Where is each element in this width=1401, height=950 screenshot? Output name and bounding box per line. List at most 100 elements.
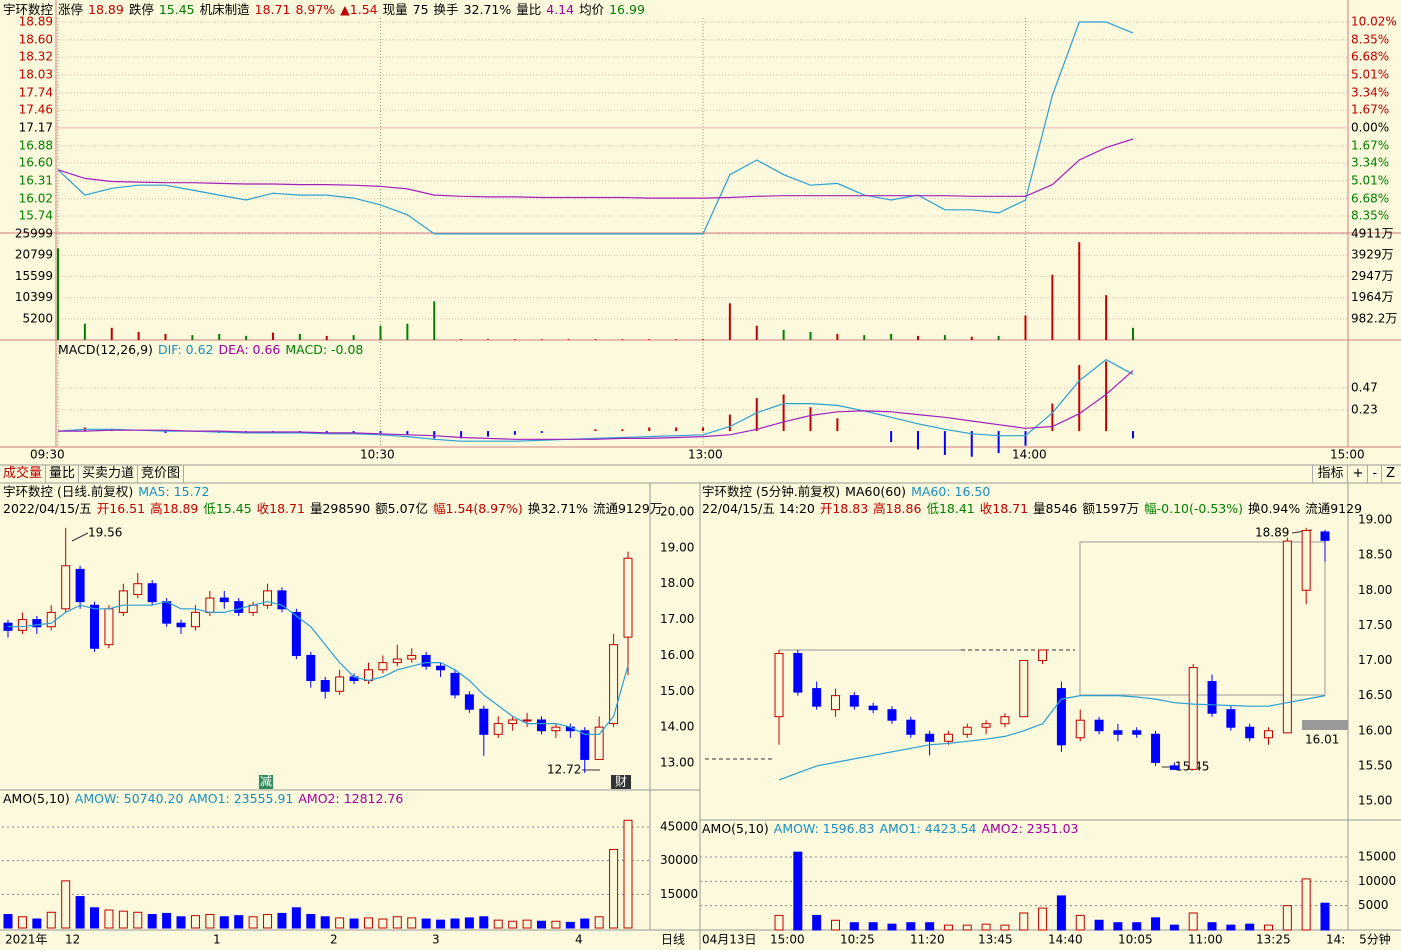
macd-tick-label: 0.47 <box>1351 381 1378 395</box>
quote-volume-ratio: 4.14 <box>546 2 575 17</box>
marker-box <box>611 775 631 789</box>
candle-body <box>335 676 345 692</box>
marker-label: 财 <box>615 775 627 789</box>
candle-body <box>75 568 85 603</box>
candle-body <box>1019 660 1029 718</box>
candle-body <box>830 695 840 711</box>
amo-bar <box>493 919 503 929</box>
amo-bar <box>277 912 287 929</box>
amo-bar <box>1264 924 1274 931</box>
info-item: 高18.89 <box>150 501 199 516</box>
candle-body <box>277 590 287 610</box>
pct-tick-label: 8.35% <box>1351 209 1389 223</box>
info-item: 低18.41 <box>926 501 975 516</box>
amo-bar <box>118 910 128 929</box>
amo-bar <box>291 907 301 929</box>
info-item: 流通9129万 <box>592 501 663 516</box>
tool-button[interactable]: 指标 <box>1312 465 1347 483</box>
amo-tick-label: 30000 <box>660 853 698 867</box>
price-tick-label: 17.00 <box>660 612 694 626</box>
high-label: 18.89 <box>1255 526 1289 540</box>
x-label: 2 <box>330 933 338 947</box>
tab[interactable]: 成交量 <box>0 465 47 483</box>
pct-tick-label: 5.01% <box>1351 67 1389 81</box>
macd-title: MACD(12,26,9) <box>58 342 153 357</box>
tab[interactable]: 买卖力道 <box>79 465 139 483</box>
tool-button[interactable]: + <box>1347 465 1367 483</box>
amo-bar <box>522 919 532 929</box>
price-tick-label: 18.32 <box>19 50 53 64</box>
candle-body <box>1151 733 1161 763</box>
price-line <box>57 21 1134 235</box>
amo-bar <box>1056 895 1066 931</box>
amo-bar <box>349 918 359 929</box>
x-label: 04月13日 <box>702 933 757 947</box>
amo-bar <box>75 896 85 929</box>
tool-button[interactable]: Z <box>1381 465 1399 483</box>
candle-body <box>1207 681 1217 714</box>
candle-body <box>436 665 446 671</box>
tool-button[interactable]: - <box>1367 465 1381 483</box>
tab[interactable]: 竞价图 <box>138 465 185 483</box>
ma-label: MA60: 16.50 <box>911 484 991 499</box>
volume-amount-label: 982.2万 <box>1351 311 1397 325</box>
quote-price: 18.71 <box>254 2 291 17</box>
candle-body <box>594 726 604 760</box>
price-tick-label: 17.46 <box>19 103 53 117</box>
candle-body <box>1245 726 1255 739</box>
candle-body <box>176 622 186 628</box>
info-item: 量8546 <box>1033 501 1078 516</box>
candle-body <box>219 597 229 603</box>
amo-bar <box>623 819 633 929</box>
minute-header: 宇环数控 (5分钟.前复权) MA60(60) MA60: 16.50 <box>702 484 995 500</box>
period-label: 5分钟 <box>1359 932 1391 947</box>
price-tick-label: 19.00 <box>1358 513 1392 527</box>
dea-label: DEA: 0.66 <box>218 342 281 357</box>
amo-bar <box>925 922 935 931</box>
chart-title: 宇环数控 (日线.前复权) <box>3 484 134 499</box>
amo2-label: AMO2: 12812.76 <box>298 791 404 806</box>
price-tick-label: 18.50 <box>1358 548 1392 562</box>
price-tick-label: 20.00 <box>660 505 694 519</box>
amo-bar <box>17 916 27 929</box>
amo-bar <box>61 880 71 929</box>
macd-header: MACD(12,26,9) DIF: 0.62 DEA: 0.66 MACD: -0.… <box>58 342 368 358</box>
price-tick-label: 16.88 <box>19 138 53 152</box>
price-tick-label: 18.03 <box>19 67 53 81</box>
info-item: 换0.94% <box>1248 501 1301 516</box>
candle-body <box>17 619 27 631</box>
candle-body <box>1056 688 1066 746</box>
price-tick-label: 17.17 <box>19 120 53 134</box>
quote-change-pct: 8.97% <box>295 2 336 17</box>
amo-bar <box>263 914 273 929</box>
price-tick-label: 17.00 <box>1358 653 1392 667</box>
info-item: 额5.07亿 <box>375 501 429 516</box>
candle-body <box>46 611 56 628</box>
info-item: 幅-0.10(-0.53%) <box>1144 501 1243 516</box>
price-tick-label: 15.00 <box>1358 794 1392 808</box>
amo-bar <box>1075 914 1085 931</box>
x-label: 3 <box>432 933 440 947</box>
amo-bar <box>1188 912 1198 931</box>
amo-bar <box>3 914 13 929</box>
amo-title: AMO(5,10) <box>3 791 70 806</box>
volume-amount-label: 1964万 <box>1351 290 1394 304</box>
price-tick-label: 15.00 <box>660 684 694 698</box>
info-item: 换32.71% <box>527 501 588 516</box>
candle-body <box>1094 719 1104 732</box>
candle-body <box>1226 709 1236 728</box>
amo-bar <box>962 924 972 931</box>
amo-bar <box>508 920 518 929</box>
amow-label: AMOW: 1596.83 <box>773 821 875 836</box>
amo-bar <box>943 924 953 931</box>
candle-body <box>1320 531 1330 541</box>
tab[interactable]: 量比 <box>46 465 80 483</box>
amo-bar <box>147 914 157 929</box>
candle-body <box>1113 730 1123 735</box>
daily-info: 2022/04/15/五 开16.51 高18.89 低15.45 收18.71 量298… <box>3 501 667 517</box>
x-label: 11:20 <box>910 933 945 947</box>
pct-tick-label: 3.34% <box>1351 85 1389 99</box>
candle-body <box>363 669 373 682</box>
candle-body <box>493 723 503 735</box>
price-tick-label: 18.00 <box>1358 583 1392 597</box>
